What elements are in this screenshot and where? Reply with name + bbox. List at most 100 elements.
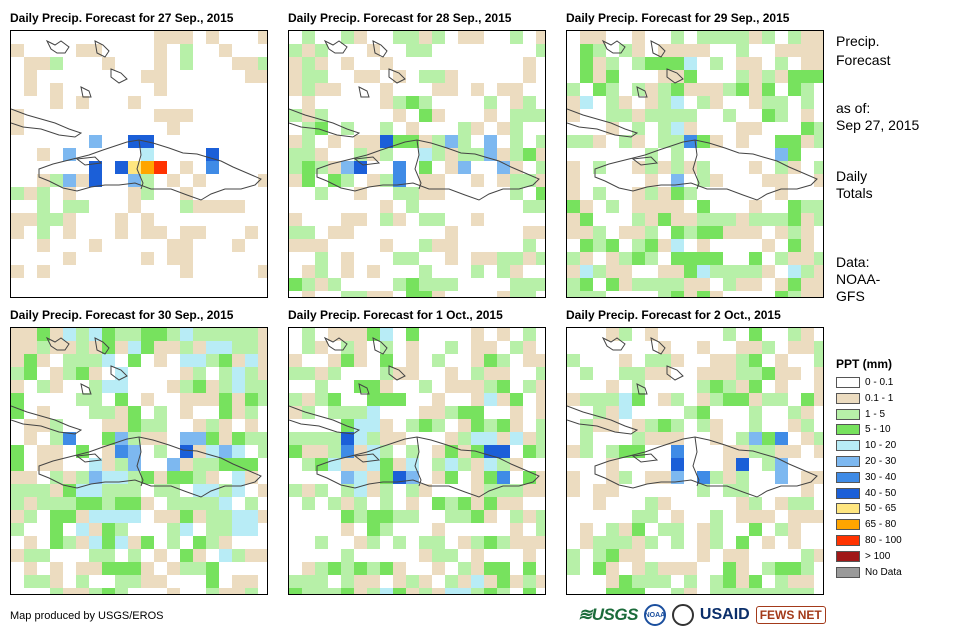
precip-cell (471, 83, 484, 96)
precip-cell (232, 484, 245, 497)
precip-cell (432, 83, 445, 96)
precip-cell (89, 380, 102, 393)
precip-cell (245, 549, 258, 562)
precip-cell (497, 291, 510, 297)
precip-cell (393, 393, 406, 406)
precip-cell (154, 432, 167, 445)
precip-cell (180, 44, 193, 57)
precip-cell (580, 96, 593, 109)
precip-cell (219, 549, 232, 562)
side-heading-line2: Forecast (836, 52, 891, 68)
precip-cell (445, 341, 458, 354)
precip-cell (76, 575, 89, 588)
precip-cell (567, 354, 580, 367)
panel-title-6: Daily Precip. Forecast for 2 Oct., 2015 (566, 308, 781, 322)
precip-cell (697, 471, 710, 484)
precip-cell (788, 83, 801, 96)
precip-cell (167, 562, 180, 575)
precip-cell (128, 575, 141, 588)
precip-cell (115, 484, 128, 497)
precip-cell (510, 291, 523, 297)
map-panel-3 (566, 30, 824, 298)
precip-cell (432, 278, 445, 291)
precip-cell (580, 278, 593, 291)
precip-cell (245, 341, 258, 354)
precip-cell (710, 536, 723, 549)
precip-cell (593, 536, 606, 549)
precip-cell (580, 432, 593, 445)
precip-cell (523, 252, 536, 265)
precip-cell (749, 328, 762, 341)
precip-cell (102, 484, 115, 497)
precip-cell (497, 122, 510, 135)
precip-cell (258, 57, 267, 70)
precip-cell (11, 226, 24, 239)
precip-cell (393, 174, 406, 187)
precip-cell (180, 549, 193, 562)
precip-cell (302, 226, 315, 239)
precip-cell (814, 135, 823, 148)
precip-cell (193, 226, 206, 239)
legend-swatch (836, 519, 860, 531)
precip-cell (393, 135, 406, 148)
precip-cell (89, 354, 102, 367)
legend-item: 1 - 5 (836, 408, 885, 422)
precip-cell (24, 341, 37, 354)
precip-cell (736, 265, 749, 278)
map-svg-5 (289, 328, 545, 594)
precip-cell (523, 510, 536, 523)
precip-cell (245, 419, 258, 432)
precip-cell (497, 83, 510, 96)
precip-cell (289, 445, 302, 458)
precip-cell (471, 458, 484, 471)
precip-cell (219, 393, 232, 406)
precip-cell (24, 367, 37, 380)
precip-cell (367, 536, 380, 549)
precip-cell (289, 70, 302, 83)
precip-cell (684, 226, 697, 239)
precip-cell (180, 161, 193, 174)
precip-cell (606, 265, 619, 278)
precip-cell (723, 458, 736, 471)
precip-cell (393, 252, 406, 265)
precip-cell (167, 341, 180, 354)
precip-cell (206, 161, 219, 174)
precip-cell (393, 187, 406, 200)
precip-cell (128, 549, 141, 562)
precip-cell (419, 31, 432, 44)
precip-cell (406, 510, 419, 523)
precip-cell (749, 406, 762, 419)
precip-cell (302, 57, 315, 70)
precip-cell (788, 588, 801, 594)
precip-cell (315, 265, 328, 278)
precip-cell (50, 497, 63, 510)
precip-cell (497, 367, 510, 380)
precip-cell (128, 497, 141, 510)
precip-cell (736, 588, 749, 594)
map-svg-6 (567, 328, 823, 594)
coastline-outline (594, 436, 818, 498)
precip-cell (801, 226, 814, 239)
precip-cell (289, 44, 302, 57)
precip-cell (367, 328, 380, 341)
precip-cell (206, 497, 219, 510)
precip-cell (749, 83, 762, 96)
precip-cell (510, 252, 523, 265)
precip-cell (671, 291, 684, 297)
precip-cell (484, 354, 497, 367)
precip-cell (380, 588, 393, 594)
precip-cell (723, 354, 736, 367)
precip-cell (302, 562, 315, 575)
precip-cell (419, 291, 432, 297)
precip-cell (658, 497, 671, 510)
precip-cell (567, 213, 580, 226)
precip-cell (749, 70, 762, 83)
precip-cell (510, 265, 523, 278)
precip-cell (619, 523, 632, 536)
usaid-logo: USAID (699, 606, 750, 623)
precip-cell (788, 575, 801, 588)
precip-cell (484, 109, 497, 122)
precip-cell (354, 588, 367, 594)
coastline-outline (316, 436, 540, 498)
precip-cell (302, 393, 315, 406)
